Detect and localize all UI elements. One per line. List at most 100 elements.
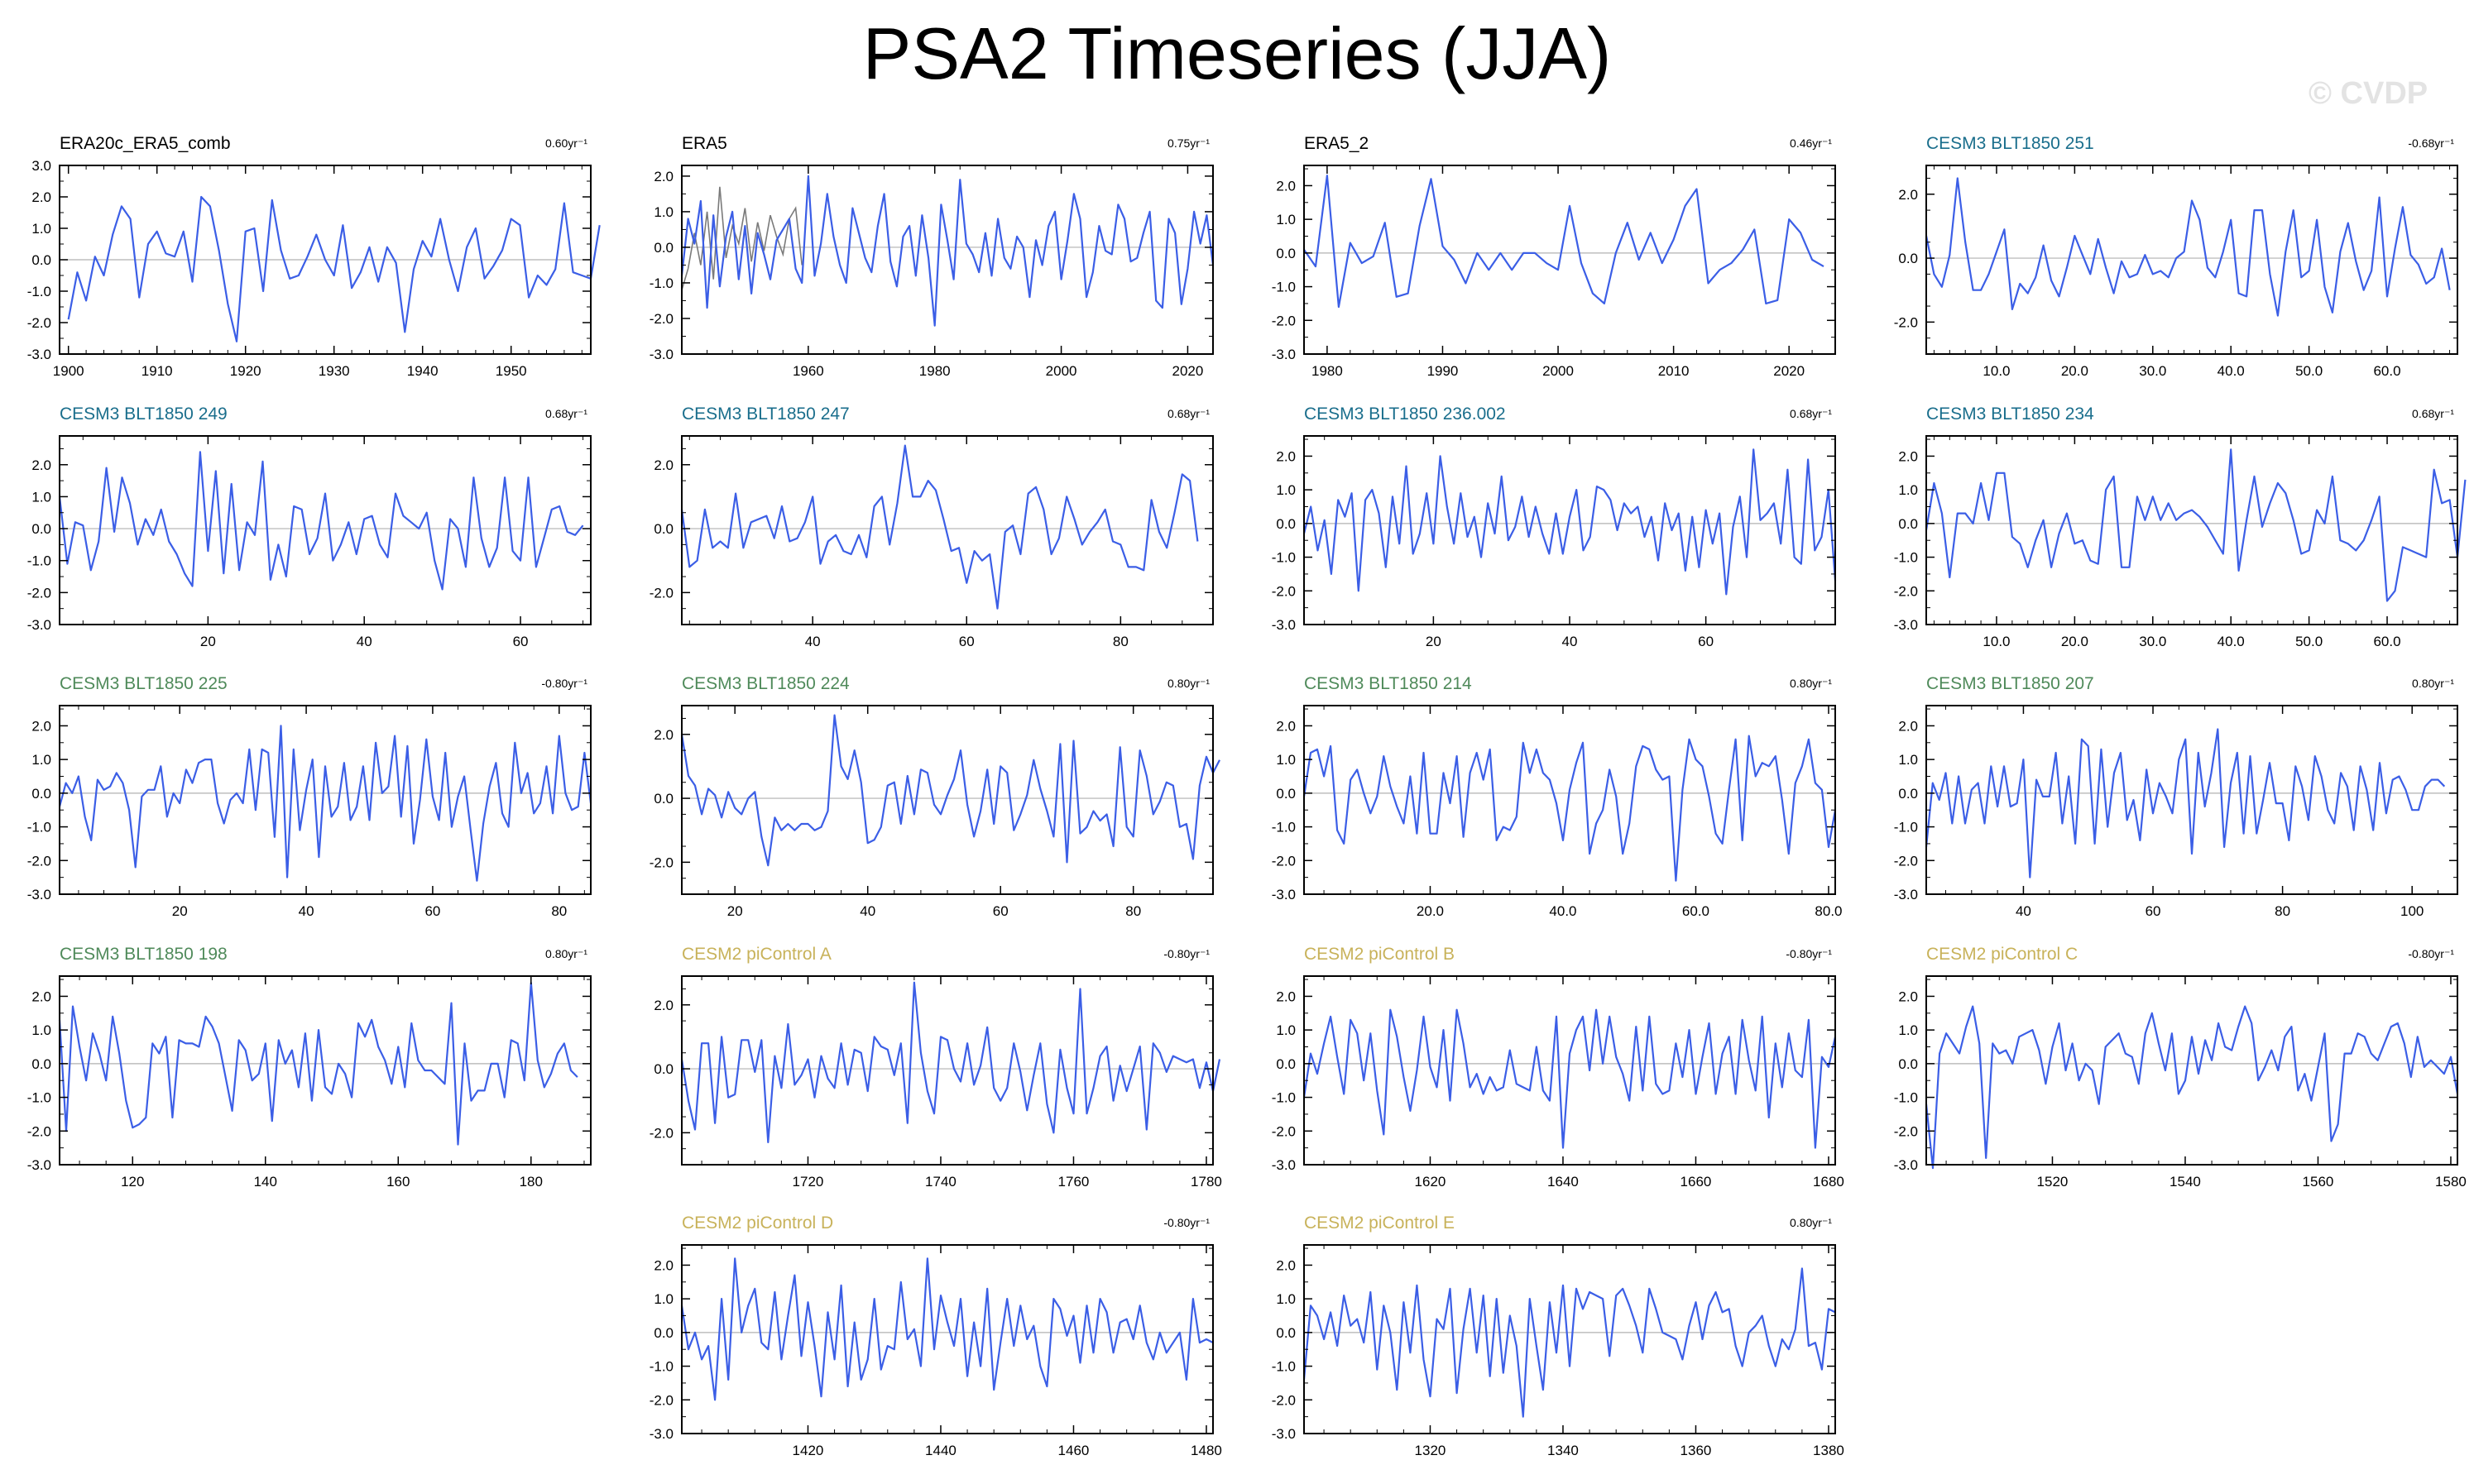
series-line [1925,177,2451,317]
y-tick-label: -2.0 [650,1125,674,1141]
panel-frame [1303,1244,1836,1434]
panel-frame [681,705,1214,895]
x-tick-label: 1380 [1813,1443,1844,1458]
x-tick-label: 60 [2146,903,2161,919]
x-tick-label: 80 [1125,903,1141,919]
x-tick-label: 1460 [1058,1443,1090,1458]
panel-title: CESM2 piControl A [682,945,832,964]
series-line [58,725,592,882]
y-tick-label: 2.0 [654,169,674,184]
x-tick-label: 1480 [1191,1443,1222,1458]
series-line [680,714,1220,867]
panel-frame [1925,705,2458,895]
y-tick-label: -2.0 [1272,1123,1296,1139]
y-tick-label: -3.0 [1272,1426,1296,1442]
x-tick-label: 20.0 [2061,634,2088,649]
y-tick-label: -1.0 [650,1359,674,1375]
y-tick-label: 0.0 [31,1056,51,1072]
panel-frame [681,1244,1214,1434]
panel-frame [1303,975,1836,1166]
series-line [680,981,1221,1144]
y-tick-label: 2.0 [654,457,674,473]
y-tick-label: 1.0 [654,1291,674,1307]
panel-title: CESM3 BLT1850 249 [60,405,228,424]
chart-panel: CESM3 BLT1850 236.002 0.68yr⁻¹ -3.0 -2.0 -1.… [1272,405,1837,649]
x-tick-label: 1560 [2303,1174,2334,1190]
y-tick-label: 1.0 [654,204,674,220]
x-tick-label: 1420 [793,1443,824,1458]
x-tick-label: 1680 [1813,1174,1844,1190]
panel-frame [1925,165,2458,355]
x-tick-label: 50.0 [2295,363,2323,379]
x-tick-label: 20 [1426,634,1441,649]
y-tick-label: 2.0 [1898,187,1918,203]
x-tick-label: 1930 [319,363,350,379]
y-tick-label: -2.0 [27,1123,51,1139]
y-tick-label: 2.0 [1276,989,1296,1004]
panel-corner-label: 0.80yr⁻¹ [545,947,587,960]
x-tick-label: 2000 [1542,363,1574,379]
x-tick-label: 60 [959,634,975,649]
panel-frame [59,435,592,625]
y-tick-label: 1.0 [1276,752,1296,768]
panel-title: CESM3 BLT1850 207 [1926,674,2094,693]
panel-title: CESM3 BLT1850 214 [1304,674,1472,693]
y-tick-label: 0.0 [1276,1325,1296,1341]
y-tick-label: -2.0 [1894,583,1918,599]
x-tick-label: 40 [860,903,875,919]
y-tick-label: 1.0 [1898,752,1918,768]
series-line [1925,1005,2459,1170]
y-tick-label: -1.0 [27,820,51,835]
y-tick-label: -3.0 [27,617,51,633]
x-tick-label: 2010 [1658,363,1690,379]
y-tick-label: -3.0 [1894,617,1918,633]
x-tick-label: 1720 [793,1174,824,1190]
y-tick-label: 0.0 [31,252,51,268]
x-tick-label: 40.0 [1549,903,1576,919]
y-tick-label: -2.0 [1272,853,1296,869]
series-line [680,1257,1214,1401]
y-tick-label: 0.0 [31,521,51,537]
y-tick-label: -1.0 [27,1090,51,1106]
y-tick-label: -2.0 [650,854,674,870]
chart-panel: CESM3 BLT1850 247 0.68yr⁻¹ -2.0 0.0 2.0 40 60 8… [650,405,1214,649]
y-tick-label: -2.0 [1894,314,1918,330]
series-line [1302,448,1837,596]
chart-panel: CESM3 BLT1850 214 0.80yr⁻¹ -3.0 -2.0 -1.0 0.0… [1272,674,1843,919]
y-tick-label: -3.0 [27,1157,51,1173]
series-line [1925,728,2446,878]
y-tick-label: -1.0 [1894,820,1918,835]
y-tick-label: 1.0 [1276,482,1296,498]
series-line [58,451,584,591]
panel-frame [1303,165,1836,355]
x-tick-label: 30.0 [2139,634,2166,649]
x-tick-label: 1980 [919,363,951,379]
x-tick-label: 30.0 [2139,363,2166,379]
x-tick-label: 10.0 [1983,634,2010,649]
x-tick-label: 60 [513,634,529,649]
y-tick-label: 0.0 [1276,246,1296,261]
panel-corner-label: -0.68yr⁻¹ [2408,136,2454,150]
panel-corner-label: -0.80yr⁻¹ [2408,947,2454,960]
panel-frame [1925,435,2458,625]
y-tick-label: -2.0 [1894,1123,1918,1139]
x-tick-label: 40 [299,903,314,919]
panel-title: ERA5_2 [1304,134,1369,153]
y-tick-label: 2.0 [31,189,51,205]
y-tick-label: -1.0 [1272,820,1296,835]
panel-frame [681,435,1214,625]
panel-corner-label: 0.80yr⁻¹ [1790,677,1832,690]
y-tick-label: 2.0 [1276,718,1296,734]
x-tick-label: 40 [805,634,821,649]
x-tick-label: 1960 [793,363,824,379]
panel-corner-label: 0.68yr⁻¹ [1790,407,1832,420]
series-line [1302,1008,1837,1149]
x-tick-label: 1780 [1191,1174,1222,1190]
x-tick-label: 1740 [925,1174,957,1190]
x-tick-label: 100 [2400,903,2424,919]
panel-frame [1303,705,1836,895]
y-tick-label: 1.0 [31,752,51,768]
x-tick-label: 1640 [1547,1174,1579,1190]
series-line [680,444,1199,610]
x-tick-label: 2000 [1046,363,1077,379]
